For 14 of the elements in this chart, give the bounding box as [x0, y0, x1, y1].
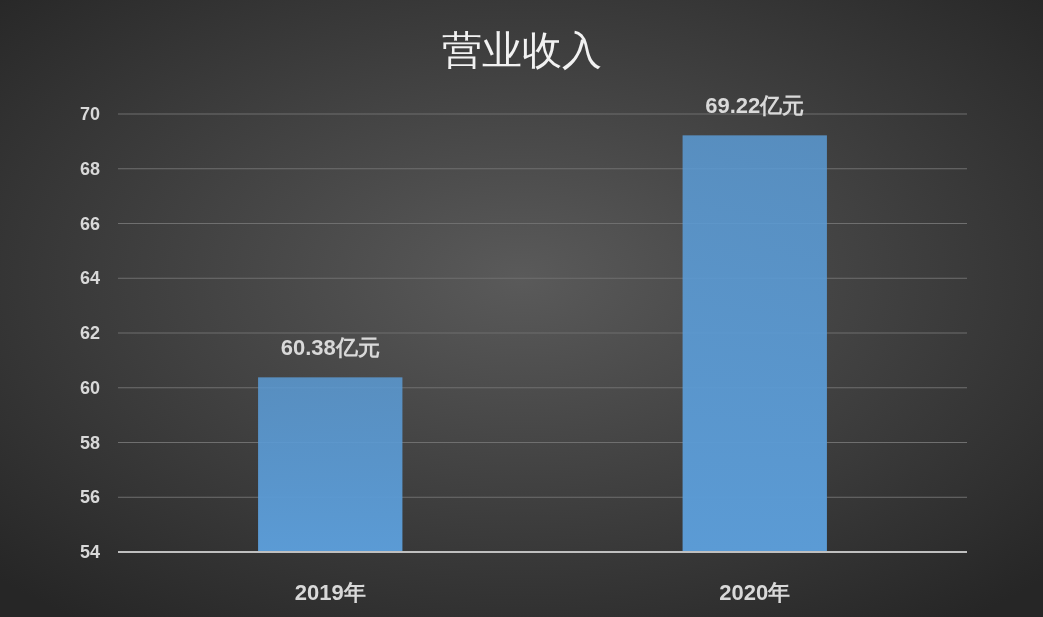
y-tick-label: 56: [79, 487, 100, 508]
y-tick-label: 60: [79, 377, 100, 398]
x-tick-label: 2020年: [719, 580, 791, 605]
y-tick-label: 66: [79, 213, 100, 234]
chart-title: 营业收入: [441, 28, 602, 72]
y-tick-label: 64: [79, 268, 100, 289]
y-tick-label: 70: [79, 104, 100, 124]
y-tick-label: 54: [79, 542, 100, 562]
y-tick-label: 62: [79, 323, 100, 343]
data-label: 60.38亿元: [280, 335, 380, 361]
y-tick-label: 58: [79, 432, 100, 453]
x-tick-label: 2019年: [294, 580, 366, 605]
data-label: 69.22亿元: [705, 93, 805, 119]
y-tick-label: 68: [79, 158, 100, 179]
